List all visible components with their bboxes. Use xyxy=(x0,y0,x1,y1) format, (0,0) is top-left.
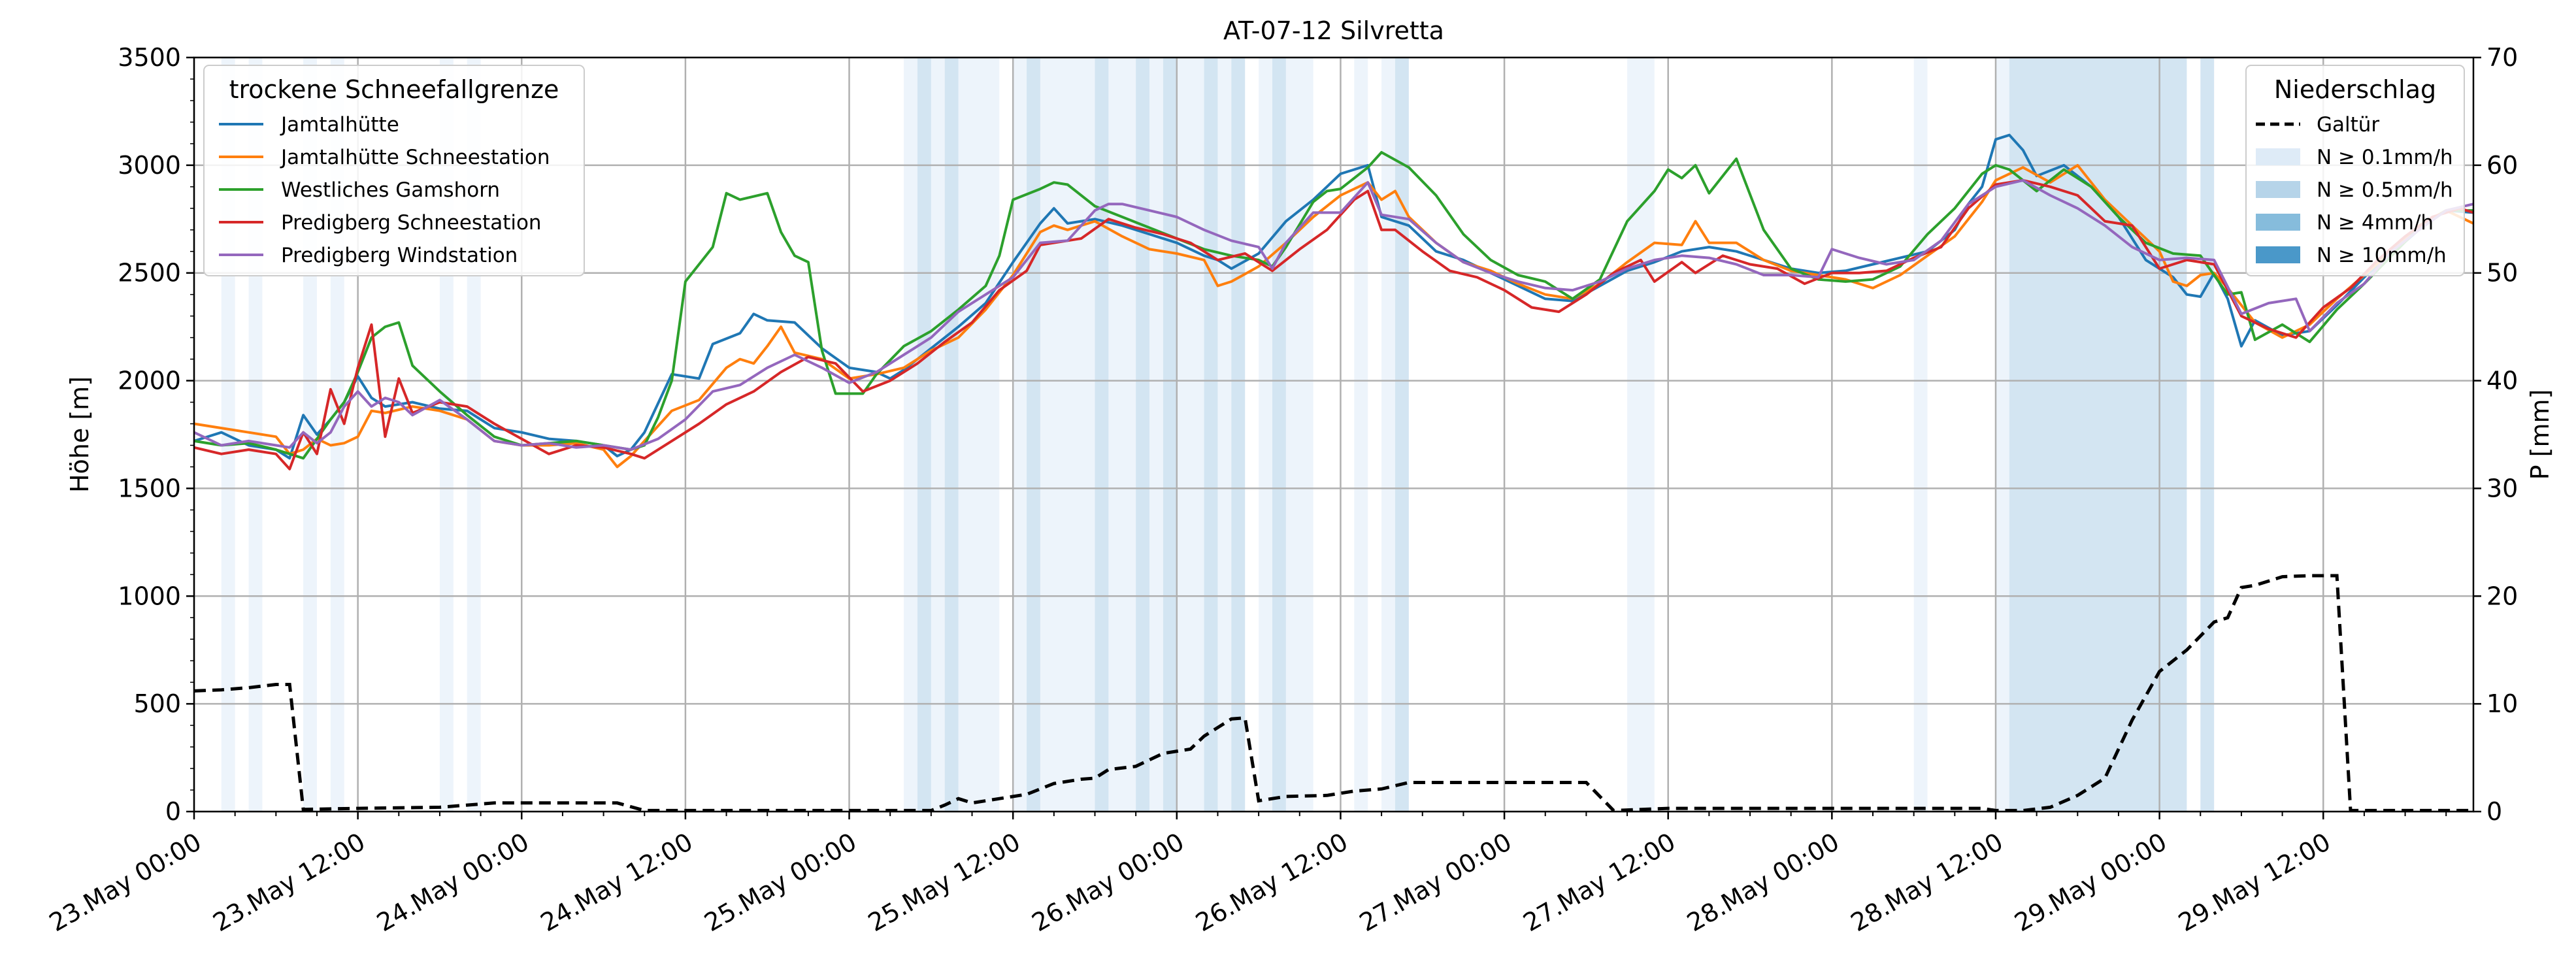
precip-band xyxy=(1176,58,1204,812)
y-tick-label-left: 1500 xyxy=(118,474,181,502)
y-axis-label-right: P [mm] xyxy=(2526,389,2554,480)
precip-band xyxy=(1354,58,1368,812)
precip-band xyxy=(1108,58,1136,812)
precip-band xyxy=(1913,58,1928,812)
precip-band xyxy=(1040,58,1095,812)
precip-band xyxy=(944,58,959,812)
precip-band xyxy=(931,58,945,812)
y-tick-label-left: 3000 xyxy=(118,151,181,180)
precip-band xyxy=(1013,58,1027,812)
precip-band xyxy=(1381,58,1395,812)
precip-band xyxy=(1259,58,1273,812)
legend-label: N ≥ 0.5mm/h xyxy=(2317,178,2453,202)
y-tick-label-left: 2000 xyxy=(118,367,181,395)
y-tick-label-right: 60 xyxy=(2486,151,2518,180)
precip-band xyxy=(1627,58,1655,812)
legend-label: Galtür xyxy=(2317,113,2379,137)
y-tick-label-left: 0 xyxy=(165,797,181,826)
y-tick-label-left: 2500 xyxy=(118,259,181,288)
series-lines xyxy=(193,133,2474,812)
precip-band xyxy=(917,58,931,812)
precip-band xyxy=(1231,58,1246,812)
precip-band xyxy=(1095,58,1109,812)
precip-band xyxy=(1217,58,1232,812)
y-tick-label-right: 0 xyxy=(2486,797,2502,826)
legend-label: Westliches Gamshorn xyxy=(281,178,500,202)
legend-label: N ≥ 0.1mm/h xyxy=(2317,146,2453,169)
precip-band xyxy=(1204,58,1218,812)
legend-swatch xyxy=(2256,214,2300,231)
precip-band xyxy=(904,58,917,812)
y-tick-label-left: 500 xyxy=(133,689,181,718)
precip-band xyxy=(1285,58,1313,812)
y-tick-label-left: 1000 xyxy=(118,582,181,610)
y-axis-label-left: Höhe [m] xyxy=(65,376,94,493)
series-line xyxy=(193,178,2474,452)
y-tick-label-right: 30 xyxy=(2486,474,2518,502)
legend-label: Predigberg Windstation xyxy=(281,244,518,267)
y-tick-label-right: 50 xyxy=(2486,259,2518,288)
y-tick-label-right: 40 xyxy=(2486,367,2518,395)
chart-title: AT-07-12 Silvretta xyxy=(1223,16,1444,45)
legend-label: Jamtalhütte xyxy=(280,113,399,137)
legend-swatch xyxy=(2256,246,2300,263)
precip-band xyxy=(1395,58,1409,812)
legend-label: N ≥ 10mm/h xyxy=(2317,244,2447,267)
precip-band xyxy=(1272,58,1286,812)
precip-band xyxy=(958,58,1000,812)
precip-band xyxy=(1149,58,1163,812)
precip-band xyxy=(1027,58,1040,812)
legend-swatch xyxy=(2256,181,2300,198)
legend-right-title: Niederschlag xyxy=(2274,75,2436,104)
legend-label: Jamtalhütte Schneestation xyxy=(280,146,550,169)
legend-swatch xyxy=(2256,148,2300,165)
precip-band xyxy=(1163,58,1177,812)
precip-band xyxy=(1995,58,2009,812)
precip-band xyxy=(2200,58,2215,812)
y-tick-label-right: 70 xyxy=(2486,43,2518,72)
legend-left: trockene Schneefallgrenze Jamtalhütte Jam… xyxy=(203,65,585,276)
legend-left-title: trockene Schneefallgrenze xyxy=(229,75,559,104)
y-tick-label-right: 10 xyxy=(2486,689,2518,718)
y-tick-label-left: 3500 xyxy=(118,43,181,72)
legend-label: N ≥ 4mm/h xyxy=(2317,211,2434,235)
series-line xyxy=(193,178,2474,470)
y-tick-label-right: 20 xyxy=(2486,582,2518,610)
precip-band xyxy=(1136,58,1150,812)
legend-right: Niederschlag Galtür N ≥ 0.1mm/h N ≥ 0.5mm/… xyxy=(2245,65,2465,276)
legend-label: Predigberg Schneestation xyxy=(281,211,542,235)
plot-frame xyxy=(193,56,2475,813)
precip-line xyxy=(193,574,2473,812)
